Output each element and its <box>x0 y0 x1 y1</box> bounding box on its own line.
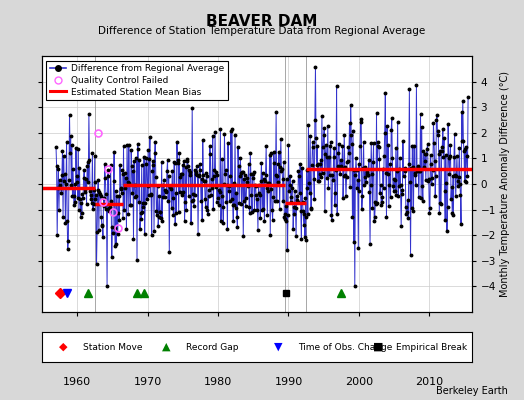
Text: Difference of Station Temperature Data from Regional Average: Difference of Station Temperature Data f… <box>99 26 425 36</box>
Text: ▲: ▲ <box>162 342 171 352</box>
Text: Time of Obs. Change: Time of Obs. Change <box>298 342 392 352</box>
Text: Station Move: Station Move <box>83 342 142 352</box>
Text: Record Gap: Record Gap <box>186 342 238 352</box>
Y-axis label: Monthly Temperature Anomaly Difference (°C): Monthly Temperature Anomaly Difference (… <box>500 71 510 297</box>
Text: 2010: 2010 <box>416 377 443 387</box>
Text: ▼: ▼ <box>274 342 282 352</box>
Text: 1980: 1980 <box>204 377 232 387</box>
Text: Empirical Break: Empirical Break <box>396 342 467 352</box>
Legend: Difference from Regional Average, Quality Control Failed, Estimated Station Mean: Difference from Regional Average, Qualit… <box>47 60 227 100</box>
Text: 1990: 1990 <box>275 377 302 387</box>
Text: 2000: 2000 <box>345 377 373 387</box>
Text: Berkeley Earth: Berkeley Earth <box>436 386 508 396</box>
Text: BEAVER DAM: BEAVER DAM <box>206 14 318 29</box>
Text: 1970: 1970 <box>134 377 162 387</box>
Text: ◆: ◆ <box>59 342 68 352</box>
Text: ■: ■ <box>373 342 383 352</box>
Text: 1960: 1960 <box>63 377 91 387</box>
